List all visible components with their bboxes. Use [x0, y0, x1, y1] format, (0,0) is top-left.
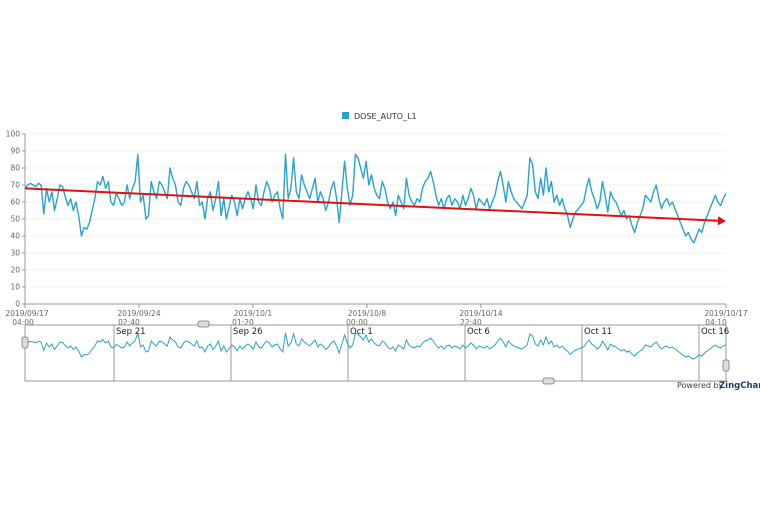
- y-tick-label: 30: [10, 249, 20, 258]
- navigator-labels: Sep 21 Sep 26 Oct 1 Oct 6 Oct 11 Oct 16: [116, 327, 729, 337]
- zingchart-brand: ZingChart: [719, 381, 760, 391]
- powered-by-text: Powered by: [677, 381, 724, 390]
- trend-arrowhead: [717, 216, 726, 226]
- x-tick-time: 02:40: [118, 318, 140, 327]
- y-tick-label: 10: [10, 283, 20, 292]
- x-tick-label: 2019/10/17: [704, 309, 747, 318]
- x-tick-label: 2019/10/8: [348, 309, 387, 318]
- navigator[interactable]: Sep 21 Sep 26 Oct 1 Oct 6 Oct 11 Oct 16: [21, 320, 730, 385]
- navigator-label: Sep 26: [233, 327, 263, 337]
- navigator-label: Oct 1: [350, 327, 373, 337]
- y-axis: 0 10 20 30 40 50 60 70 80 90 100: [6, 130, 26, 309]
- scroll-handle-top[interactable]: [197, 320, 210, 328]
- y-tick-label: 50: [10, 215, 20, 224]
- legend[interactable]: DOSE_AUTO_L1: [342, 112, 417, 121]
- series-line-dose-auto-l1: [24, 153, 727, 244]
- y-tick-label: 0: [15, 300, 20, 309]
- navigator-handle-right[interactable]: [722, 359, 730, 372]
- y-tick-label: 20: [10, 266, 20, 275]
- trend-line: [24, 187, 719, 222]
- navigator-label: Oct 16: [701, 327, 729, 337]
- legend-swatch: [342, 112, 349, 119]
- x-tick-time: 04:00: [12, 318, 34, 327]
- navigator-label: Oct 6: [467, 327, 490, 337]
- y-tick-label: 60: [10, 198, 20, 207]
- y-tick-label: 40: [10, 232, 20, 241]
- x-tick-time: 22:40: [460, 318, 482, 327]
- x-tick-label: 2019/09/24: [117, 309, 160, 318]
- x-tick-label: 2019/10/1: [234, 309, 273, 318]
- grid-lines: [25, 133, 726, 305]
- navigator-frame: [24, 324, 727, 382]
- scroll-handle-bottom[interactable]: [542, 377, 555, 385]
- legend-label: DOSE_AUTO_L1: [354, 112, 417, 121]
- navigator-preview-line: [24, 331, 727, 360]
- x-tick-label: 2019/09/17: [5, 309, 48, 318]
- y-tick-label: 100: [6, 130, 21, 139]
- y-tick-label: 90: [10, 147, 20, 156]
- navigator-label: Oct 11: [584, 327, 612, 337]
- navigator-dividers: [113, 325, 700, 381]
- powered-by-credit[interactable]: Powered by ZingChart: [677, 381, 760, 391]
- x-axis: 2019/09/1704:002019/09/2402:402019/10/10…: [5, 304, 748, 327]
- x-tick-time: 01:20: [232, 318, 254, 327]
- navigator-handle-left[interactable]: [21, 336, 29, 349]
- x-tick-label: 2019/10/14: [459, 309, 502, 318]
- x-tick-time: 00:00: [346, 318, 368, 327]
- trend-arrow: [24, 187, 726, 226]
- x-tick-time: 04:10: [705, 318, 727, 327]
- y-tick-label: 80: [10, 164, 20, 173]
- navigator-label: Sep 21: [116, 327, 146, 337]
- y-tick-label: 70: [10, 181, 20, 190]
